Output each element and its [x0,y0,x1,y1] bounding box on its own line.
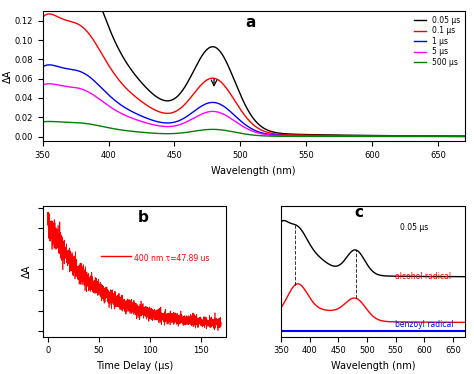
X-axis label: Time Delay (μs): Time Delay (μs) [96,361,173,371]
Line: 5 μs: 5 μs [43,84,465,137]
500 μs [40,120,46,124]
5 μs [66,85,72,89]
Legend: 0.05 μs, 0.1 μs, 1 μs, 5 μs, 500 μs: 0.05 μs, 0.1 μs, 1 μs, 5 μs, 500 μs [411,13,463,70]
X-axis label: Wavelength (nm): Wavelength (nm) [330,361,415,371]
Y-axis label: ΔA: ΔA [3,70,13,83]
0.1 μs [40,15,46,19]
0.05 μs [360,133,366,138]
0.1 μs [46,12,52,16]
0.1 μs [360,134,366,138]
500 μs [309,134,315,139]
1 μs [285,133,291,138]
Text: 0.05 μs: 0.05 μs [401,223,428,232]
Line: 500 μs: 500 μs [43,122,465,137]
5 μs [462,134,467,139]
Text: b: b [138,210,149,225]
0.1 μs [309,133,315,138]
Text: 400 nm τ=47.89 us: 400 nm τ=47.89 us [134,254,210,263]
0.05 μs [462,134,467,138]
Y-axis label: ΔA: ΔA [21,265,32,278]
5 μs [40,83,46,88]
0.05 μs [403,134,409,138]
Text: c: c [355,205,364,220]
5 μs [360,134,366,138]
5 μs [285,134,291,138]
1 μs [360,134,366,138]
5 μs [46,82,52,86]
0.1 μs [403,134,409,138]
500 μs [360,134,366,139]
500 μs [296,134,302,139]
5 μs [403,134,409,139]
1 μs [403,134,409,138]
Line: 0.05 μs: 0.05 μs [43,0,465,136]
1 μs [66,67,72,71]
Line: 1 μs: 1 μs [43,65,465,137]
1 μs [296,134,302,138]
0.1 μs [66,19,72,23]
0.05 μs [296,132,302,137]
1 μs [462,134,467,139]
5 μs [296,134,302,138]
0.05 μs [309,132,315,137]
5 μs [309,134,315,138]
Text: a: a [245,15,255,30]
Text: alcohol radical: alcohol radical [395,272,451,281]
X-axis label: Wavelength (nm): Wavelength (nm) [211,166,296,176]
500 μs [462,134,467,139]
500 μs [66,120,72,125]
Text: benzoyl radical: benzoyl radical [395,321,453,329]
500 μs [285,134,291,139]
0.1 μs [296,133,302,137]
0.05 μs [285,132,291,136]
1 μs [40,65,46,69]
1 μs [309,134,315,138]
1 μs [46,62,52,67]
500 μs [46,119,52,124]
Line: 0.1 μs: 0.1 μs [43,14,465,136]
0.1 μs [462,134,467,138]
0.1 μs [285,133,291,137]
500 μs [403,134,409,139]
